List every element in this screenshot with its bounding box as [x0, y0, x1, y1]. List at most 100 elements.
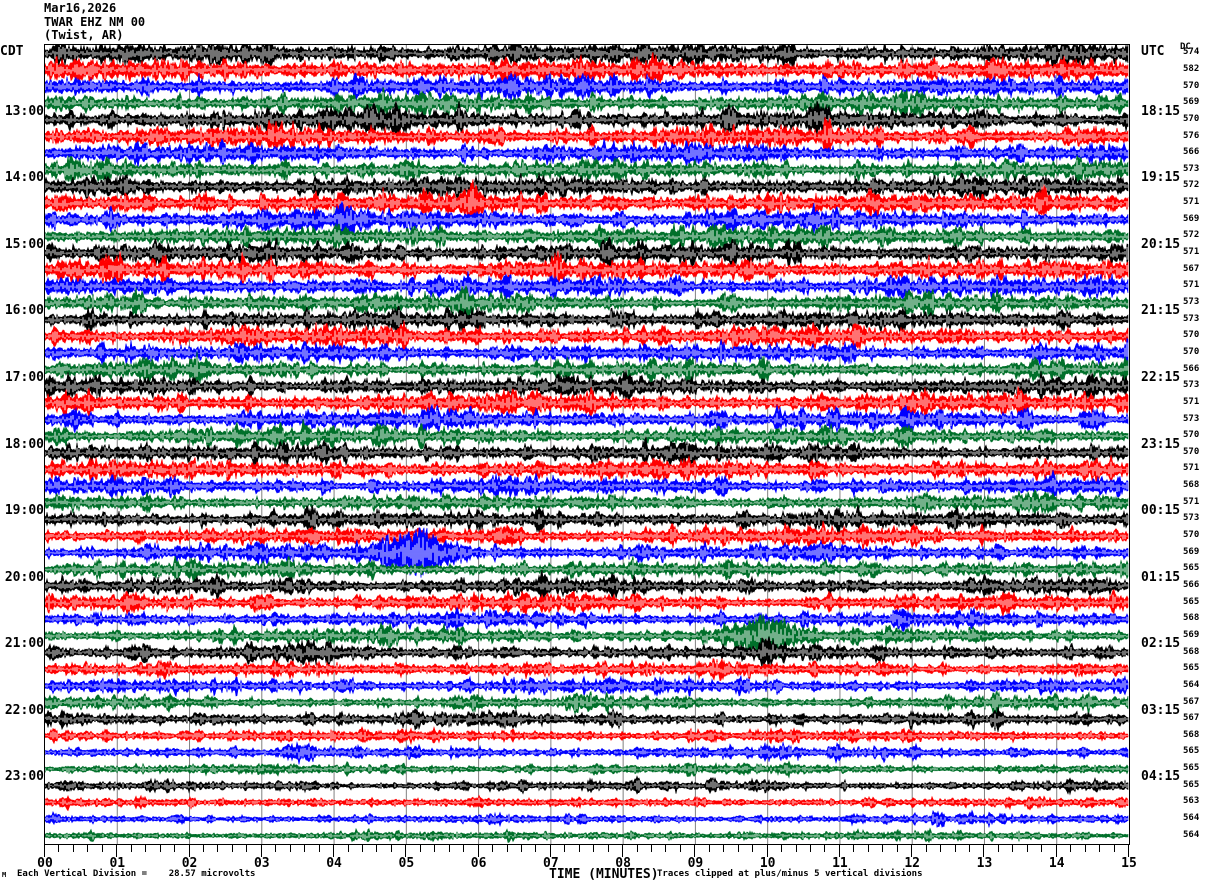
x-tick-label: 02 [181, 856, 198, 871]
x-tick-major [1128, 845, 1129, 857]
x-tick-minor [1026, 845, 1028, 852]
seismic-trace [45, 635, 1129, 671]
x-tick-minor [882, 845, 884, 852]
x-tick-label: 03 [253, 856, 270, 871]
x-tick-minor [795, 845, 797, 852]
x-tick-major [405, 845, 407, 857]
trace-speckle [45, 662, 1128, 677]
x-tick-minor [246, 845, 248, 852]
x-tick-minor [810, 845, 812, 852]
dc-value: 570 [1183, 80, 1200, 91]
seismic-trace [45, 284, 1129, 321]
x-tick-minor [781, 845, 783, 852]
x-tick-label: 05 [398, 856, 415, 871]
dc-value: 572 [1183, 230, 1200, 241]
trace-speckle [45, 428, 1128, 444]
x-tick-minor [954, 845, 956, 852]
x-tick-major [766, 845, 768, 857]
dc-value: 569 [1183, 629, 1200, 640]
seismic-trace [45, 454, 1129, 485]
trace-speckle [45, 511, 1128, 528]
dc-value: 565 [1183, 596, 1200, 607]
hour-label-utc: 04:15 [1141, 769, 1181, 785]
hour-label-cdt: 21:00 [4, 636, 44, 652]
seismic-trace [45, 741, 1129, 765]
x-tick-minor [651, 845, 653, 852]
x-tick-minor [145, 845, 147, 852]
x-tick-label: 06 [470, 856, 487, 871]
trace-speckle [45, 578, 1128, 593]
seismic-trace [45, 606, 1129, 633]
trace-speckle [45, 594, 1128, 611]
seismic-trace [45, 250, 1129, 291]
x-tick-minor [434, 845, 436, 852]
trace-speckle [45, 444, 1128, 461]
trace-speckle [45, 108, 1128, 130]
trace-speckle [45, 478, 1128, 494]
x-tick-minor [347, 845, 349, 852]
seismic-trace [45, 725, 1129, 746]
trace-speckle [45, 78, 1128, 95]
seismic-trace [45, 555, 1129, 584]
dc-value: 568 [1183, 729, 1200, 740]
x-tick-minor [737, 845, 739, 852]
x-tick-minor [492, 845, 494, 852]
dc-value: 565 [1183, 663, 1200, 674]
dc-value: 564 [1183, 679, 1200, 690]
dc-value: 570 [1183, 446, 1200, 457]
dc-value: 573 [1183, 163, 1200, 174]
hour-label-cdt: 15:00 [4, 236, 44, 252]
seismic-trace [45, 137, 1129, 170]
seismic-trace [45, 222, 1129, 252]
hour-label-utc: 03:15 [1141, 702, 1181, 718]
trace-speckle [45, 145, 1128, 163]
x-tick-minor [853, 845, 855, 852]
x-tick-label: 13 [976, 856, 993, 871]
trace-speckle [45, 177, 1128, 197]
trace-speckle [45, 293, 1128, 312]
dc-value: 571 [1183, 280, 1200, 291]
trace-speckle [45, 711, 1128, 728]
x-tick-minor [578, 845, 580, 852]
x-tick-label: 10 [759, 856, 776, 871]
x-tick-minor [1099, 845, 1101, 852]
seismic-trace [45, 369, 1129, 403]
trace-speckle [45, 378, 1128, 398]
seismogram-plot[interactable] [44, 44, 1130, 845]
dc-value: 563 [1183, 796, 1200, 807]
trace-speckle [45, 527, 1128, 545]
x-axis-ticks [44, 845, 1130, 859]
x-tick-minor [665, 845, 667, 852]
x-tick-label: 15 [1121, 856, 1137, 871]
dc-value: 566 [1183, 363, 1200, 374]
x-tick-minor [520, 845, 522, 852]
hour-label-cdt: 16:00 [4, 303, 44, 319]
hour-label-utc: 23:15 [1141, 436, 1181, 452]
x-tick-minor [1113, 845, 1115, 852]
trace-speckle [45, 189, 1128, 213]
hour-label-cdt: 14:00 [4, 170, 44, 186]
x-tick-minor [752, 845, 754, 852]
trace-speckle [45, 730, 1128, 741]
seismic-trace [45, 775, 1129, 796]
hour-label-cdt: 18:00 [4, 436, 44, 452]
seismic-trace [45, 809, 1129, 828]
seismic-trace [45, 436, 1129, 469]
seismic-trace [45, 706, 1129, 733]
plot-header: Mar16,2026 TWAR EHZ NM 00 (Twist, AR) [44, 1, 145, 43]
x-tick-minor [361, 845, 363, 852]
dc-value: 571 [1183, 396, 1200, 407]
x-tick-minor [723, 845, 725, 852]
dc-value: 565 [1183, 563, 1200, 574]
left-timezone-label: CDT [0, 44, 24, 59]
dc-value: 573 [1183, 313, 1200, 324]
x-tick-minor [289, 845, 291, 852]
trace-speckle [45, 559, 1128, 578]
trace-speckle [45, 745, 1128, 759]
x-tick-minor [593, 845, 595, 852]
x-tick-major [549, 845, 551, 857]
hour-label-utc: 19:15 [1141, 170, 1181, 186]
vertical-division-note: Each Vertical Division = 28.57 microvolt… [17, 869, 256, 879]
x-axis-title: TIME (MINUTES) [549, 867, 659, 882]
